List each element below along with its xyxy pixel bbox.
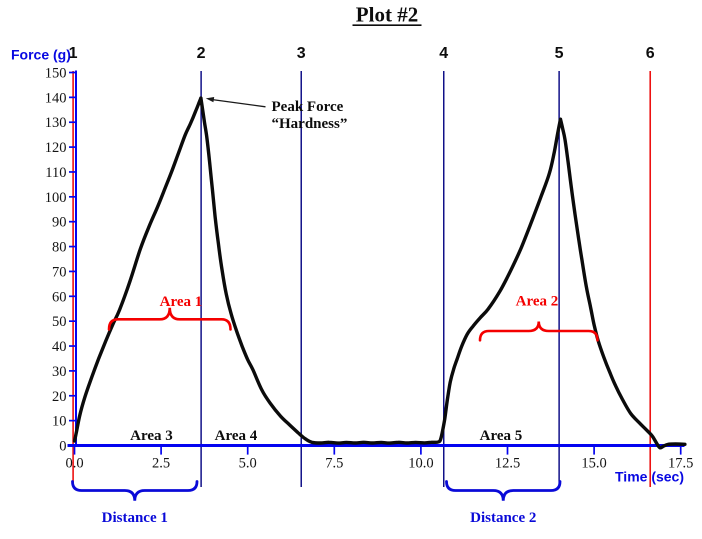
area-label-2: Area 2 xyxy=(516,294,559,310)
marker-label-2: 2 xyxy=(197,45,206,62)
x-tick-label-7.5: 7.5 xyxy=(325,456,343,472)
y-tick-label-10: 10 xyxy=(52,414,67,430)
x-tick-label-5.0: 5.0 xyxy=(239,456,257,472)
distance-label-1: Distance 1 xyxy=(102,510,168,526)
x-tick-label-0.0: 0.0 xyxy=(65,456,83,472)
y-tick-label-150: 150 xyxy=(45,65,67,81)
y-tick-label-120: 120 xyxy=(45,140,67,156)
y-tick-label-140: 140 xyxy=(45,90,67,106)
peak-force-annotation-line1: Peak Force xyxy=(272,99,344,115)
marker-label-4: 4 xyxy=(439,45,448,62)
y-tick-label-0: 0 xyxy=(59,439,66,455)
y-axis-label: Force (g) xyxy=(11,47,71,63)
y-tick-label-70: 70 xyxy=(52,264,67,280)
x-tick-label-10.0: 10.0 xyxy=(408,456,433,472)
area-label-3: Area 3 xyxy=(130,428,173,444)
marker-label-6: 6 xyxy=(646,45,655,62)
x-tick-label-17.5: 17.5 xyxy=(668,456,693,472)
y-tick-label-80: 80 xyxy=(52,240,67,256)
marker-label-5: 5 xyxy=(555,45,564,62)
marker-label-1: 1 xyxy=(69,45,78,62)
y-tick-label-90: 90 xyxy=(52,215,67,231)
peak-force-annotation-line2: “Hardness” xyxy=(272,116,348,132)
x-tick-label-15.0: 15.0 xyxy=(581,456,606,472)
chart-title: Plot #2 xyxy=(356,3,418,27)
force-curve xyxy=(72,96,687,450)
area-label-4: Area 4 xyxy=(215,428,258,444)
y-tick-label-50: 50 xyxy=(52,314,67,330)
distance-label-2: Distance 2 xyxy=(470,510,536,526)
plot-area: 1 2 3 4 5 60102030405060708090100110120130140… xyxy=(45,45,694,526)
y-tick-label-60: 60 xyxy=(52,289,67,305)
y-tick-label-20: 20 xyxy=(52,389,67,405)
area-brace-2 xyxy=(478,321,599,342)
area-label-5: Area 5 xyxy=(480,428,523,444)
x-tick-label-2.5: 2.5 xyxy=(152,456,170,472)
area-brace-1 xyxy=(107,307,232,331)
y-tick-label-100: 100 xyxy=(45,190,67,206)
y-tick-label-30: 30 xyxy=(52,364,67,380)
y-tick-label-110: 110 xyxy=(45,165,66,181)
x-tick-label-12.5: 12.5 xyxy=(495,456,520,472)
y-tick-label-130: 130 xyxy=(45,115,67,131)
distance-brace-2 xyxy=(445,480,562,501)
area-label-1: Area 1 xyxy=(160,294,203,310)
distance-brace-1 xyxy=(71,480,199,501)
y-tick-label-40: 40 xyxy=(52,339,67,355)
peak-arrowhead-icon xyxy=(205,97,215,103)
peak-arrow-line xyxy=(212,98,266,108)
marker-label-3: 3 xyxy=(297,45,306,62)
